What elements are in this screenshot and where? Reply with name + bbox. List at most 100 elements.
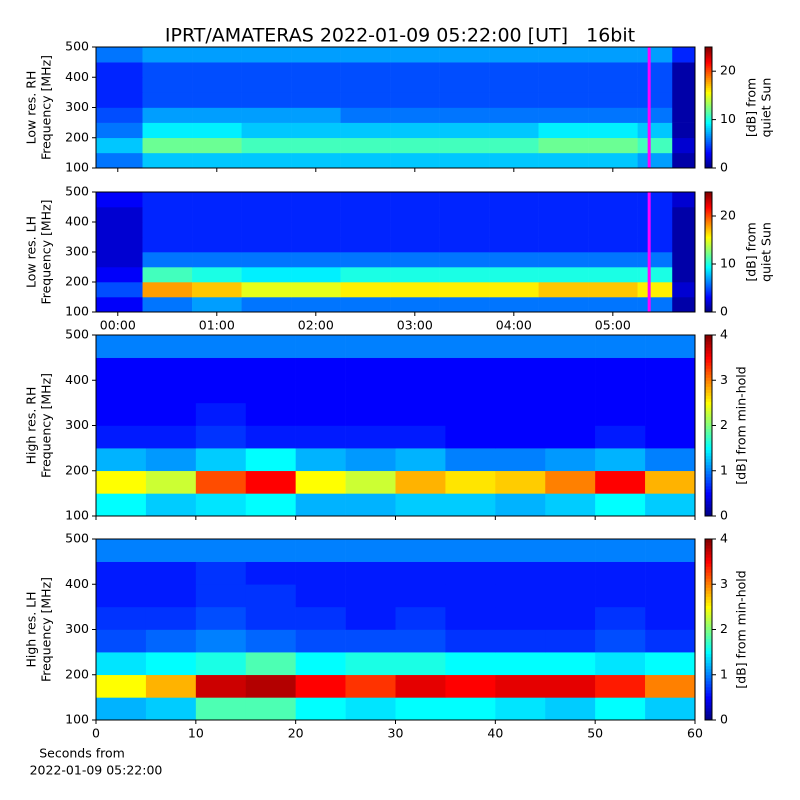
heatmap-cell (295, 357, 346, 381)
colorbar-step (705, 632, 712, 637)
heatmap-cell (345, 697, 396, 721)
heatmap-cell (96, 561, 147, 585)
colorbar-label: quiet Sun (759, 78, 774, 138)
heatmap-cell (192, 152, 242, 169)
heatmap-cell (195, 561, 247, 585)
heatmap-cell (295, 697, 346, 721)
heatmap-cell (390, 77, 440, 93)
heatmap-cell (96, 335, 147, 358)
colorbar-step (705, 117, 712, 121)
heatmap-cell (295, 674, 346, 698)
heatmap-cell (145, 652, 197, 676)
heatmap-cell (445, 629, 496, 653)
heatmap-cell (439, 297, 490, 313)
heatmap-cell (291, 92, 341, 108)
heatmap-cell (245, 561, 296, 585)
colorbar-step (705, 194, 712, 197)
heatmap-cell (345, 335, 396, 358)
heatmap-cell (142, 252, 193, 268)
heatmap-cell (545, 470, 596, 494)
heatmap-cell (192, 137, 242, 154)
heatmap-cell (645, 493, 696, 517)
heatmap-cell (637, 252, 673, 268)
colorbar-step (705, 200, 712, 203)
heatmap-cell (538, 297, 589, 313)
heatmap-cell (145, 402, 197, 426)
colorbar-step (705, 350, 712, 354)
x-tick-label: 10 (188, 726, 204, 741)
heatmap-cell (395, 584, 446, 608)
heatmap-cell (145, 357, 197, 381)
colorbar-step (705, 93, 712, 96)
colorbar-step (705, 401, 712, 405)
colorbar-step (705, 704, 712, 709)
heatmap-cell (192, 267, 242, 283)
heatmap-cell (445, 606, 496, 630)
heatmap-cell (495, 470, 546, 494)
colorbar-step (705, 97, 712, 100)
colorbar-step (705, 262, 712, 265)
heatmap-cell (96, 584, 147, 608)
heatmap-cell (96, 122, 143, 139)
heatmap-cell (340, 62, 391, 78)
y-axis-label: Frequency [MHz] (39, 373, 54, 478)
heatmap-cell (445, 425, 496, 449)
heatmap-cell (672, 252, 696, 268)
heatmap-cell (445, 652, 496, 676)
heatmap-cell (645, 629, 696, 653)
x-tick-label: 0 (92, 726, 100, 741)
heatmap-cell (340, 252, 391, 268)
colorbar-step (705, 590, 712, 594)
colorbar-step (705, 494, 712, 499)
heatmap-cell (445, 402, 496, 426)
heatmap-cell (445, 335, 496, 358)
colorbar-step (705, 416, 712, 420)
colorbar-step (705, 410, 712, 414)
heatmap-cell (390, 237, 440, 253)
heatmap-cell (291, 77, 341, 93)
heatmap-cell (241, 192, 292, 208)
heatmap-cell (538, 222, 589, 238)
heatmap-cell (345, 561, 396, 585)
colorbar-step (705, 274, 712, 277)
heatmap-cell (345, 493, 396, 517)
heatmap-cell (96, 62, 143, 78)
x-tick-label: 30 (388, 726, 404, 741)
heatmap-cell (637, 192, 673, 208)
heatmap-cell (588, 62, 638, 78)
colorbar-step (705, 139, 712, 143)
colorbar-step (705, 653, 712, 658)
y-tick-label: 300 (65, 244, 89, 259)
colorbar-tick-label: 1 (720, 666, 728, 681)
colorbar-step (705, 560, 712, 564)
heatmap-cell (192, 207, 242, 223)
heatmap-cell (142, 122, 193, 139)
heatmap-cell (245, 357, 296, 381)
colorbar-step (705, 294, 712, 297)
x-tick-label: 05:00 (595, 318, 631, 333)
heatmap-cell (545, 493, 596, 517)
heatmap-cell (588, 267, 638, 283)
colorbar-step (705, 292, 712, 295)
colorbar-step (705, 212, 712, 215)
heatmap-cell (345, 584, 396, 608)
colorbar-step (705, 222, 712, 225)
heatmap-cell (588, 92, 638, 108)
colorbar-tick-label: 2 (720, 621, 728, 636)
colorbar-step (705, 620, 712, 624)
colorbar-step (705, 359, 712, 363)
colorbar-step (705, 566, 712, 570)
heatmap-cell (545, 629, 596, 653)
heatmap-cell (96, 470, 147, 494)
heatmap-cell (390, 62, 440, 78)
colorbar-step (705, 476, 712, 481)
heatmap-cell (439, 92, 490, 108)
heatmap-cell (637, 207, 673, 223)
heatmap-cell (489, 92, 539, 108)
colorbar-step (705, 683, 712, 688)
heatmap-cell (340, 207, 391, 223)
colorbar-step (705, 668, 712, 673)
heatmap-cell (195, 357, 247, 381)
heatmap-cell (595, 561, 646, 585)
heatmap-cell (538, 207, 589, 223)
